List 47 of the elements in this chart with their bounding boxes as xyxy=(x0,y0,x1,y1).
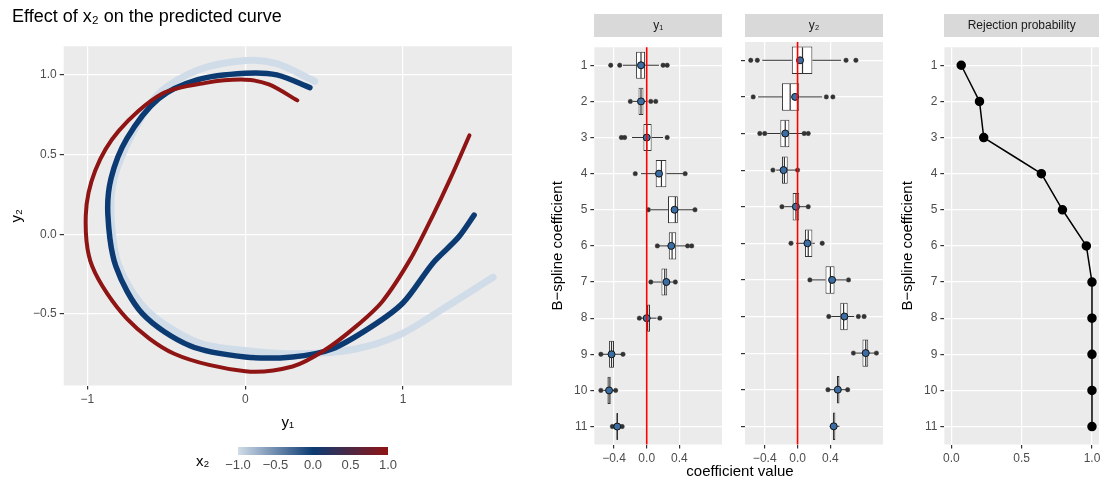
y-tick-label: 5 xyxy=(580,202,588,217)
y-tick-label: 8 xyxy=(580,310,588,325)
x-tick-label: 1.0 xyxy=(1083,451,1101,466)
y-tick-label: 1.0 xyxy=(40,67,58,82)
chart-title: y₁ xyxy=(594,14,722,37)
y-tick-label: 2 xyxy=(930,93,938,108)
y-tick-label: 9 xyxy=(580,346,588,361)
x-tick-label: −1 xyxy=(80,392,95,407)
y-tick-label: 6 xyxy=(580,238,588,253)
y-tick-label: 6 xyxy=(930,238,938,253)
y-tick-label: 2 xyxy=(580,93,588,108)
x-tick-label: 0.4 xyxy=(671,451,689,466)
y-tick-label: 9 xyxy=(930,346,938,361)
y-tick-label: 0.5 xyxy=(40,146,58,161)
y-tick-label: 11 xyxy=(574,418,588,433)
x-tick-label: 1 xyxy=(399,392,407,407)
y-tick-label: 7 xyxy=(580,274,588,289)
x-axis-title: y₁ xyxy=(281,413,295,431)
x-tick-label: 0.0 xyxy=(943,451,961,466)
y-tick-label: 10 xyxy=(573,382,588,397)
y-tick-label: 8 xyxy=(930,310,938,325)
x-tick-label: 0.4 xyxy=(822,451,840,466)
x-tick-label: 0.5 xyxy=(1013,451,1031,466)
y-tick-label: 3 xyxy=(930,129,938,144)
y-tick-label: 5 xyxy=(930,202,938,217)
x-tick-label: −0.4 xyxy=(602,451,627,466)
y-tick-label: 4 xyxy=(930,165,938,180)
y-tick-label: 0.0 xyxy=(40,226,58,241)
chart-title: Effect of x₂ on the predicted curve xyxy=(12,6,282,27)
x-tick-label: 0 xyxy=(241,392,249,407)
y-tick-label: 1 xyxy=(580,57,588,72)
color-bar-label: −1.0 xyxy=(225,457,251,472)
chart-title: Rejection probability xyxy=(944,14,1099,37)
y-tick-label: 7 xyxy=(930,274,938,289)
color-bar-label: −0.5 xyxy=(262,457,289,472)
chart-title: y₂ xyxy=(745,14,883,37)
y-tick-label: 1 xyxy=(930,57,938,72)
y-tick-label: 11 xyxy=(924,418,938,433)
y-tick-label: −0.5 xyxy=(32,306,57,321)
x-tick-label: 0.0 xyxy=(638,451,656,466)
y-axis-title: B−spline coefficient xyxy=(548,180,566,311)
color-bar-title: x₂ xyxy=(196,452,210,469)
y-tick-label: 10 xyxy=(923,382,938,397)
y-axis-title: B−spline coefficient xyxy=(898,180,916,311)
y-tick-label: 4 xyxy=(580,165,588,180)
y-axis-title: y₂ xyxy=(7,209,25,223)
y-tick-label: 3 xyxy=(580,129,588,144)
